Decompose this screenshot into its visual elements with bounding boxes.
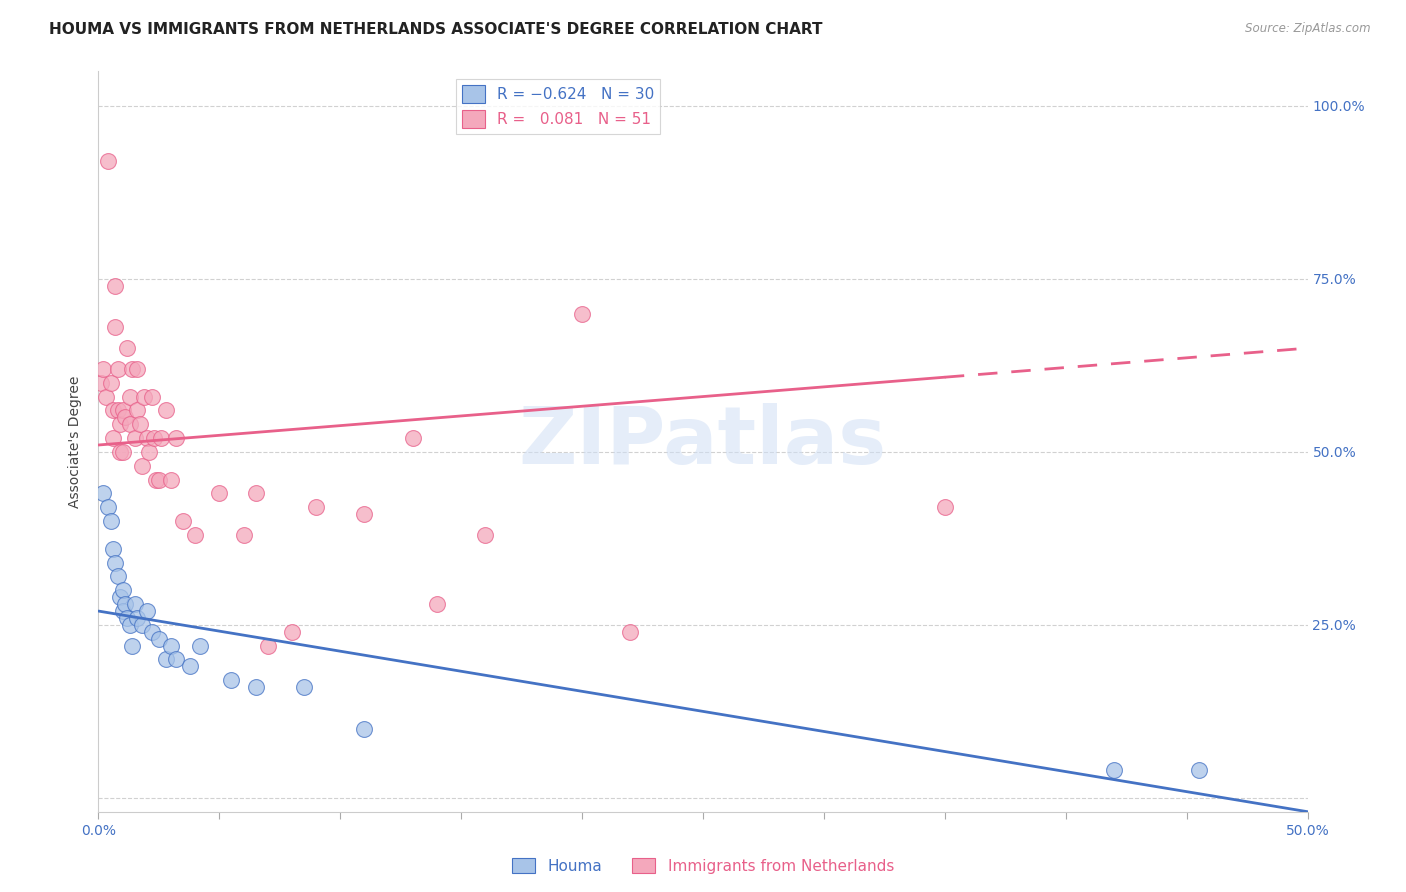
Point (97, 500, 120, 515)
Point (141, 390, 163, 404)
Point (128, 417, 150, 432)
Point (90, 376, 112, 390)
Point (121, 362, 143, 376)
Point (101, 403, 124, 417)
Point (117, 341, 139, 355)
Point (101, 431, 124, 445)
Point (135, 431, 157, 445)
Point (145, 473, 167, 487)
Point (108, 417, 131, 432)
Point (353, 507, 375, 521)
Point (160, 473, 183, 487)
Point (172, 514, 194, 528)
Point (281, 624, 304, 639)
Point (101, 541, 124, 556)
Point (124, 431, 146, 445)
Point (138, 445, 160, 459)
Point (127, 611, 149, 625)
Point (127, 362, 149, 376)
Point (100, 514, 122, 528)
Point (184, 528, 207, 542)
Point (124, 597, 146, 611)
Text: HOUMA VS IMMIGRANTS FROM NETHERLANDS ASSOCIATE'S DEGREE CORRELATION CHART: HOUMA VS IMMIGRANTS FROM NETHERLANDS ASS… (49, 22, 823, 37)
Point (114, 410, 136, 425)
Point (256, 639, 278, 653)
Point (135, 604, 157, 618)
Point (118, 618, 141, 632)
Point (305, 500, 328, 515)
Legend: Houma, Immigrants from Netherlands: Houma, Immigrants from Netherlands (506, 852, 900, 880)
Point (131, 458, 153, 473)
Point (179, 659, 201, 673)
Point (127, 403, 149, 417)
Point (188, 639, 211, 653)
Y-axis label: Associate's Degree: Associate's Degree (69, 376, 83, 508)
Point (141, 624, 163, 639)
Point (111, 583, 134, 598)
Legend: R = −0.624   N = 30, R =   0.081   N = 51: R = −0.624 N = 30, R = 0.081 N = 51 (456, 79, 661, 134)
Point (118, 390, 141, 404)
Text: ZIPatlas: ZIPatlas (519, 402, 887, 481)
Point (108, 591, 131, 605)
Point (245, 486, 267, 500)
Point (619, 624, 641, 639)
Point (155, 403, 177, 417)
Point (104, 320, 127, 334)
Point (208, 486, 231, 500)
Point (143, 431, 166, 445)
Point (165, 652, 187, 666)
Point (94, 390, 117, 404)
Point (104, 278, 127, 293)
Point (160, 639, 183, 653)
Point (114, 597, 136, 611)
Point (1102, 763, 1125, 777)
Point (571, 306, 593, 320)
Point (107, 403, 129, 417)
Point (165, 431, 187, 445)
Point (134, 390, 156, 404)
Point (118, 417, 141, 432)
Point (245, 680, 267, 694)
Point (353, 722, 375, 736)
Text: Source: ZipAtlas.com: Source: ZipAtlas.com (1246, 22, 1371, 36)
Point (107, 362, 129, 376)
Point (402, 431, 425, 445)
Point (426, 597, 449, 611)
Point (232, 528, 254, 542)
Point (108, 445, 131, 459)
Point (104, 556, 127, 570)
Point (934, 500, 956, 515)
Point (117, 611, 139, 625)
Point (1188, 763, 1211, 777)
Point (91, 486, 114, 500)
Point (97, 154, 120, 169)
Point (148, 473, 170, 487)
Point (100, 376, 122, 390)
Point (150, 431, 173, 445)
Point (107, 569, 129, 583)
Point (155, 652, 177, 666)
Point (292, 680, 315, 694)
Point (148, 632, 170, 646)
Point (111, 445, 134, 459)
Point (91, 362, 114, 376)
Point (474, 528, 496, 542)
Point (121, 639, 143, 653)
Point (111, 604, 134, 618)
Point (221, 673, 243, 688)
Point (111, 403, 134, 417)
Point (131, 618, 153, 632)
